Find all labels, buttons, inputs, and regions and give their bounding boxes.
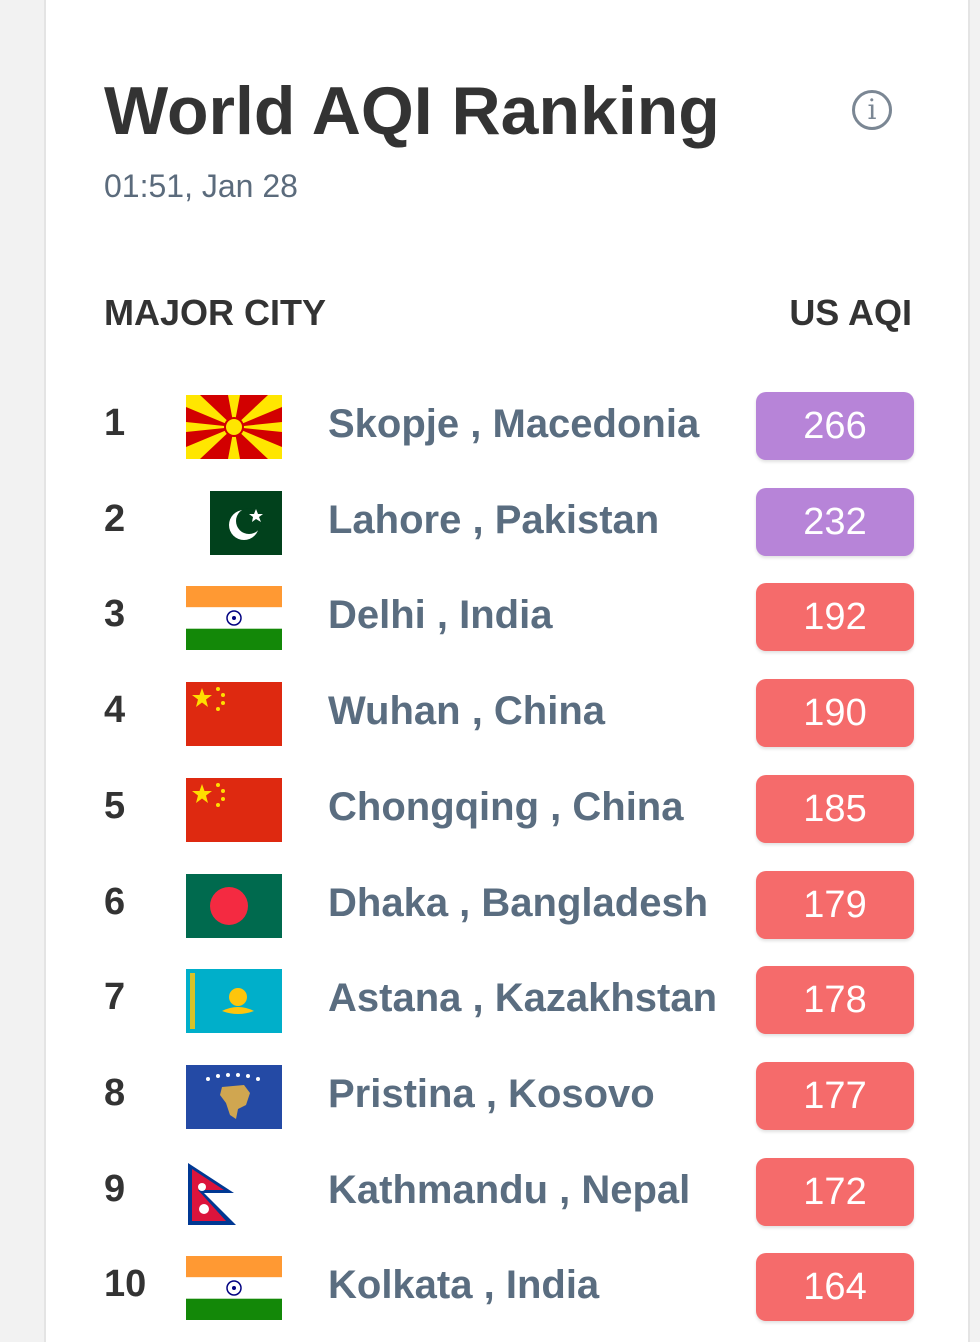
rank-number: 5	[104, 784, 126, 827]
aqi-badge: 172	[756, 1157, 914, 1226]
city-name[interactable]: Astana , Kazakhstan	[328, 976, 718, 1021]
column-header-city: MAJOR CITY	[104, 292, 327, 333]
table-row[interactable]: 9 Kathmandu , Nepal 172	[46, 1146, 972, 1242]
city-name[interactable]: Delhi , India	[328, 593, 553, 638]
india-flag-icon	[186, 586, 282, 651]
table-row[interactable]: 4 Wuhan , China 190	[46, 667, 972, 763]
aqi-badge: 164	[756, 1253, 914, 1322]
rank-number: 8	[104, 1071, 126, 1114]
table-row[interactable]: 1 Skopje , Macedonia 266	[46, 380, 972, 476]
rank-number: 9	[104, 1167, 126, 1210]
rank-number: 4	[104, 689, 126, 732]
city-name[interactable]: Wuhan , China	[328, 689, 606, 734]
aqi-badge: 190	[756, 679, 914, 748]
rank-number: 6	[104, 880, 126, 923]
table-row[interactable]: 2 Lahore , Pakistan 232	[46, 476, 972, 572]
table-row[interactable]: 6 Dhaka , Bangladesh 179	[46, 859, 972, 955]
china-flag-icon	[186, 682, 282, 747]
city-name[interactable]: Pristina , Kosovo	[328, 1071, 655, 1116]
aqi-badge: 266	[756, 392, 914, 460]
timestamp: 01:51, Jan 28	[104, 168, 298, 204]
aqi-badge: 192	[756, 583, 914, 652]
table-row[interactable]: 10 Kolkata , India 164	[46, 1241, 972, 1337]
pakistan-flag-icon	[186, 490, 282, 555]
aqi-badge: 177	[756, 1061, 914, 1130]
column-header-aqi: US AQI	[789, 292, 912, 333]
kazakhstan-flag-icon	[186, 969, 282, 1034]
city-name[interactable]: Kolkata , India	[328, 1263, 600, 1308]
rank-number: 10	[104, 1263, 147, 1306]
aqi-badge: 232	[756, 487, 914, 556]
aqi-badge: 179	[756, 870, 914, 939]
rank-number: 2	[104, 497, 126, 540]
aqi-badge: 185	[756, 774, 914, 843]
aqi-badge: 178	[756, 966, 914, 1035]
table-row[interactable]: 3 Delhi , India 192	[46, 571, 972, 667]
table-row[interactable]: 7 Astana , Kazakhstan 178	[46, 954, 972, 1050]
info-circle-icon[interactable]: i	[852, 90, 892, 130]
table-row[interactable]: 5 Chongqing , China 185	[46, 763, 972, 859]
china-flag-icon	[186, 777, 282, 842]
city-name[interactable]: Lahore , Pakistan	[328, 497, 660, 542]
aqi-ranking-card: World AQI Ranking i 01:51, Jan 28 MAJOR …	[44, 0, 970, 1342]
nepal-flag-icon	[186, 1161, 282, 1225]
table-row[interactable]: 8 Pristina , Kosovo 177	[46, 1050, 972, 1146]
city-name[interactable]: Kathmandu , Nepal	[328, 1167, 691, 1212]
rank-number: 7	[104, 976, 126, 1019]
kosovo-flag-icon	[186, 1064, 282, 1129]
page-title: World AQI Ranking	[104, 73, 720, 149]
bangladesh-flag-icon	[186, 873, 282, 938]
north-macedonia-flag-icon	[186, 395, 282, 459]
india-flag-icon	[186, 1256, 282, 1321]
city-name[interactable]: Dhaka , Bangladesh	[328, 880, 709, 925]
rank-number: 1	[104, 402, 126, 444]
city-name[interactable]: Skopje , Macedonia	[328, 402, 700, 446]
city-name[interactable]: Chongqing , China	[328, 784, 684, 829]
rank-number: 3	[104, 593, 126, 636]
